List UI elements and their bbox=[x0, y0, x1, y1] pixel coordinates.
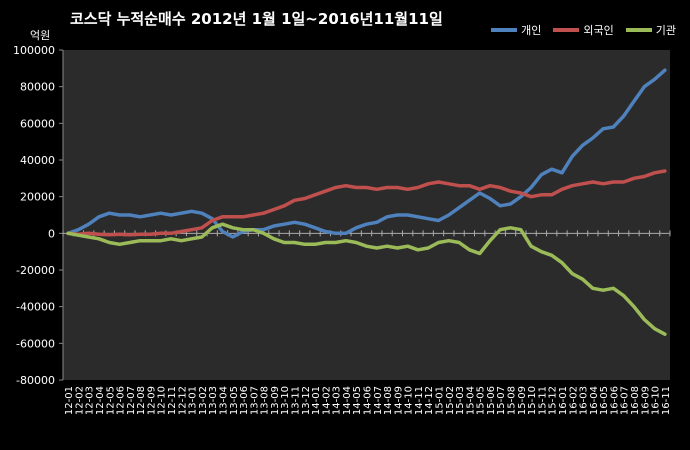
x-tick-label: 15-06 bbox=[486, 386, 497, 415]
y-tick-label: 20000 bbox=[20, 191, 55, 204]
x-tick-label: 15-04 bbox=[465, 386, 476, 415]
x-tick-label: 12-09 bbox=[146, 386, 157, 415]
x-tick-label: 16-05 bbox=[599, 386, 610, 415]
x-tick-label: 16-08 bbox=[630, 386, 641, 415]
x-tick-label: 13-04 bbox=[218, 386, 229, 415]
x-tick-label: 14-10 bbox=[404, 386, 415, 415]
y-tick-label: 80000 bbox=[20, 81, 55, 94]
legend-item-institution: 기관 bbox=[625, 22, 676, 38]
x-tick-label: 13-11 bbox=[290, 386, 301, 415]
x-tick-label: 13-12 bbox=[301, 386, 312, 415]
series-line-1 bbox=[66, 169, 667, 237]
x-tick-label: 13-10 bbox=[280, 386, 291, 415]
x-tick-label: 15-05 bbox=[476, 386, 487, 415]
y-tick-label: 60000 bbox=[20, 117, 55, 130]
x-tick-label: 12-12 bbox=[177, 386, 188, 415]
x-tick-label: 16-11 bbox=[661, 386, 672, 415]
x-tick-label: 14-08 bbox=[383, 386, 394, 415]
x-tick-label: 14-05 bbox=[352, 386, 363, 415]
chart-title: 코스닥 누적순매수 2012년 1월 1일~2016년11월11일 bbox=[70, 10, 443, 28]
x-tick-label: 15-02 bbox=[445, 386, 456, 415]
x-tick-label: 14-07 bbox=[373, 386, 384, 415]
x-tick-label: 16-04 bbox=[589, 386, 600, 415]
y-tick-label: -80000 bbox=[16, 374, 55, 387]
x-tick-label: 16-07 bbox=[620, 386, 631, 415]
x-tick-label: 12-10 bbox=[157, 386, 168, 415]
y-tick-label: -40000 bbox=[16, 301, 55, 314]
x-tick-label: 15-09 bbox=[517, 386, 528, 415]
x-tick-label: 13-02 bbox=[198, 386, 209, 415]
x-tick-label: 12-08 bbox=[136, 386, 147, 415]
y-tick-label: 100000 bbox=[13, 44, 55, 57]
x-tick-label: 12-07 bbox=[126, 386, 137, 415]
y-tick-label: 40000 bbox=[20, 154, 55, 167]
legend-item-foreign: 외국인 bbox=[553, 22, 614, 38]
x-tick-label: 14-06 bbox=[363, 386, 374, 415]
x-tick-label: 15-03 bbox=[455, 386, 466, 415]
y-tick-label: -20000 bbox=[16, 264, 55, 277]
legend: 개인 외국인 기관 bbox=[491, 22, 676, 38]
legend-label: 기관 bbox=[655, 24, 676, 37]
legend-swatch bbox=[553, 28, 580, 32]
x-tick-label: 16-02 bbox=[568, 386, 579, 415]
legend-swatch bbox=[625, 28, 652, 32]
x-tick-label: 12-05 bbox=[105, 386, 116, 415]
x-tick-label: 13-03 bbox=[208, 386, 219, 415]
x-tick-label: 15-07 bbox=[496, 386, 507, 415]
x-tick-label: 12-04 bbox=[95, 386, 106, 415]
legend-label: 개인 bbox=[521, 24, 542, 37]
legend-label: 외국인 bbox=[583, 24, 614, 37]
x-tick-label: 13-08 bbox=[260, 386, 271, 415]
series-line-2 bbox=[66, 222, 667, 336]
x-tick-label: 12-03 bbox=[85, 386, 96, 415]
x-tick-label: 16-10 bbox=[651, 386, 662, 415]
x-tick-label: 15-10 bbox=[527, 386, 538, 415]
x-tick-label: 15-12 bbox=[548, 386, 559, 415]
x-tick-label: 13-01 bbox=[188, 386, 199, 415]
x-tick-label: 14-01 bbox=[311, 386, 322, 415]
x-tick-label: 16-06 bbox=[609, 386, 620, 415]
y-tick-label: -60000 bbox=[16, 337, 55, 350]
x-tick-label: 12-02 bbox=[74, 386, 85, 415]
x-tick-label: 16-01 bbox=[558, 386, 569, 415]
x-tick-label: 15-08 bbox=[507, 386, 518, 415]
legend-item-individual: 개인 bbox=[491, 22, 541, 38]
series-line-0 bbox=[66, 68, 667, 239]
x-tick-label: 12-01 bbox=[64, 386, 75, 415]
x-tick-label: 13-06 bbox=[239, 386, 250, 415]
x-tick-label: 14-02 bbox=[321, 386, 332, 415]
x-tick-label: 13-07 bbox=[249, 386, 260, 415]
y-tick-label: 0 bbox=[48, 227, 55, 240]
x-tick-label: 12-11 bbox=[167, 386, 178, 415]
x-tick-label: 16-03 bbox=[579, 386, 590, 415]
x-tick-label: 14-03 bbox=[332, 386, 343, 415]
x-tick-label: 14-11 bbox=[414, 386, 425, 415]
y-axis-unit: 억원 bbox=[30, 29, 51, 42]
x-tick-label: 16-09 bbox=[640, 386, 651, 415]
x-tick-label: 14-04 bbox=[342, 386, 353, 415]
x-tick-label: 12-06 bbox=[116, 386, 127, 415]
x-tick-label: 13-09 bbox=[270, 386, 281, 415]
x-tick-label: 14-09 bbox=[393, 386, 404, 415]
x-tick-label: 15-11 bbox=[537, 386, 548, 415]
x-tick-label: 14-12 bbox=[424, 386, 435, 415]
legend-swatch bbox=[491, 28, 518, 32]
x-tick-label: 15-01 bbox=[435, 386, 446, 415]
x-tick-label: 13-05 bbox=[229, 386, 240, 415]
